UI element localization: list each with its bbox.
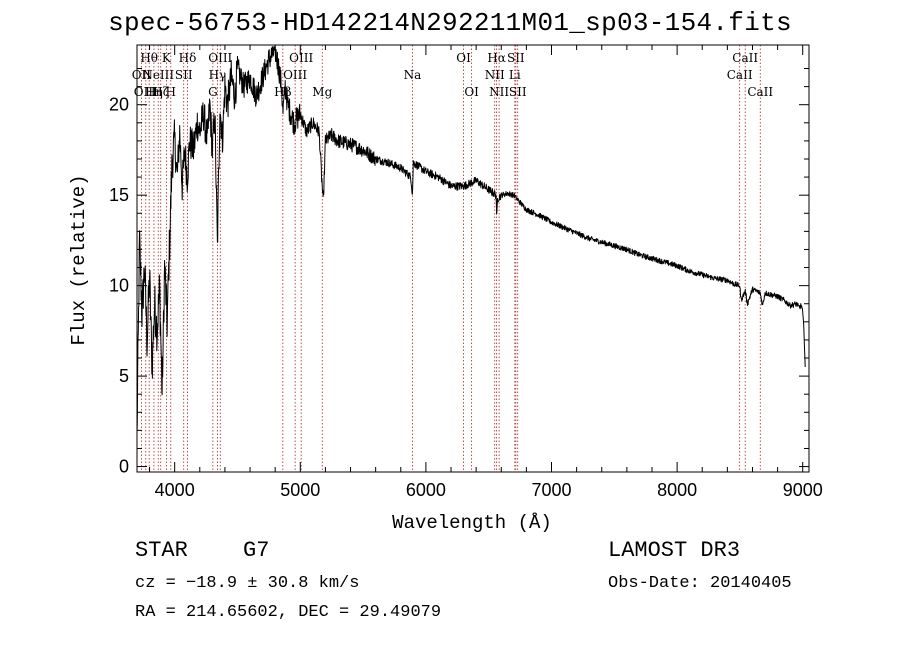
line-marker-label: Hδ bbox=[179, 51, 197, 65]
y-axis-label: Flux (relative) bbox=[68, 174, 90, 345]
object-class: STAR bbox=[135, 538, 188, 563]
plot-frame bbox=[136, 44, 810, 473]
line-marker-label: Hζ bbox=[152, 85, 169, 99]
line-marker-label: Hα bbox=[487, 51, 506, 65]
line-marker-label: H bbox=[166, 85, 176, 99]
x-tick-label: 6000 bbox=[406, 480, 446, 500]
x-tick-label: 4000 bbox=[155, 480, 195, 500]
axes: 4000 5000 6000 7000 8000 9000 0 5 10 15 20 bbox=[109, 44, 823, 500]
line-marker-label: CaII bbox=[727, 68, 753, 82]
y-tick-label: 15 bbox=[109, 185, 129, 205]
line-marker-label: OI bbox=[456, 51, 471, 65]
line-marker-label: Hβ bbox=[274, 85, 291, 99]
survey-name: LAMOST DR3 bbox=[608, 538, 741, 563]
line-marker-label: OI bbox=[464, 85, 479, 99]
observation-date: Obs-Date: 20140405 bbox=[608, 574, 792, 593]
x-tick-label: 8000 bbox=[657, 480, 697, 500]
x-tick-label: 7000 bbox=[531, 480, 571, 500]
line-marker-label: OIII bbox=[208, 51, 232, 65]
line-marker-label: Na bbox=[404, 68, 422, 82]
line-marker-label: SII bbox=[509, 85, 527, 99]
line-marker-label: OIII bbox=[134, 85, 158, 99]
line-marker-label: OIII bbox=[283, 68, 307, 82]
spectrum-series bbox=[136, 46, 806, 433]
line-marker-label: NII bbox=[485, 68, 505, 82]
line-marker-label: NII bbox=[489, 85, 509, 99]
redshift-readout: cz = −18.9 ± 30.8 km/s bbox=[135, 574, 360, 593]
line-marker-label: G bbox=[208, 85, 218, 99]
y-tick-label: 10 bbox=[109, 276, 129, 296]
emission-line-markers: OIIOIIIHθHηNeIIIHζKHSIIHδGHγOIIIHβOIIIOI… bbox=[132, 45, 773, 472]
line-marker-label: OIII bbox=[289, 51, 313, 65]
line-marker-label: Hθ bbox=[140, 51, 158, 65]
line-marker-label: NeIII bbox=[142, 68, 174, 82]
y-tick-label: 0 bbox=[119, 457, 129, 477]
coordinates-readout: RA = 214.65602, DEC = 29.49079 bbox=[135, 603, 442, 622]
x-tick-label: 9000 bbox=[783, 480, 823, 500]
line-marker-label: Li bbox=[509, 68, 521, 82]
line-marker-label: Hγ bbox=[209, 68, 227, 82]
y-tick-label: 5 bbox=[119, 366, 129, 386]
line-marker-label: CaII bbox=[747, 85, 773, 99]
x-tick-label: 5000 bbox=[280, 480, 320, 500]
chart-title: spec-56753-HD142214N292211M01_sp03-154.f… bbox=[108, 8, 792, 38]
line-marker-label: Mg bbox=[312, 85, 332, 99]
spectrum-line bbox=[136, 46, 806, 433]
line-marker-label: CaII bbox=[732, 51, 758, 65]
x-axis-label: Wavelength (Å) bbox=[392, 512, 552, 534]
object-subclass: G7 bbox=[243, 538, 270, 563]
line-marker-label: SII bbox=[507, 51, 525, 65]
line-marker-label: K bbox=[162, 51, 172, 65]
line-marker-label: SII bbox=[175, 68, 193, 82]
y-tick-label: 20 bbox=[109, 95, 129, 115]
